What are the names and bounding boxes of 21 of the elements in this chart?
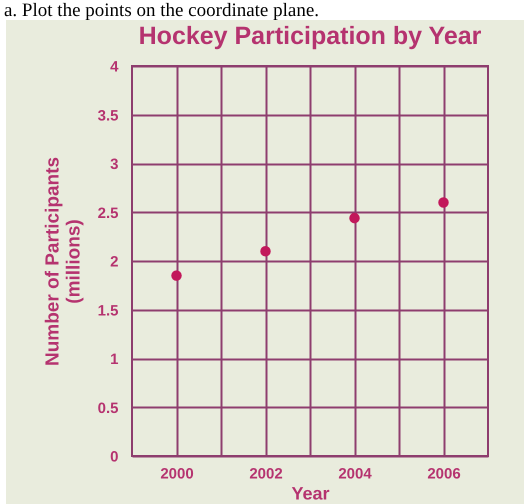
y-tick-label: 2	[110, 254, 118, 270]
y-tick-label: 1.5	[98, 302, 118, 320]
y-tick-label: 3.5	[98, 107, 118, 124]
y-axis-title: Number of Participants (millions)	[42, 156, 85, 366]
x-tick-label: 2002	[249, 466, 283, 482]
point	[171, 270, 182, 281]
x-tick-label: 2000	[160, 466, 194, 482]
chart-title: Hockey Participation by Year	[138, 22, 482, 50]
y-tick-label: 4	[110, 58, 120, 76]
y-tick-label: 2.5	[98, 204, 118, 222]
x-tick-label: 2004	[338, 466, 372, 482]
point	[438, 197, 449, 208]
y-tick-label: 0.5	[98, 400, 118, 417]
point	[260, 246, 271, 256]
x-axis-title: Year	[291, 484, 330, 504]
y-tick-label: 1	[110, 351, 118, 368]
y-tick-label: 0	[110, 448, 118, 466]
y-tick-label: 3	[110, 156, 118, 173]
text: a. Plot the points on the coordinate plane.	[4, 0, 320, 22]
x-tick-label: 2006	[427, 466, 461, 482]
point	[349, 212, 360, 224]
